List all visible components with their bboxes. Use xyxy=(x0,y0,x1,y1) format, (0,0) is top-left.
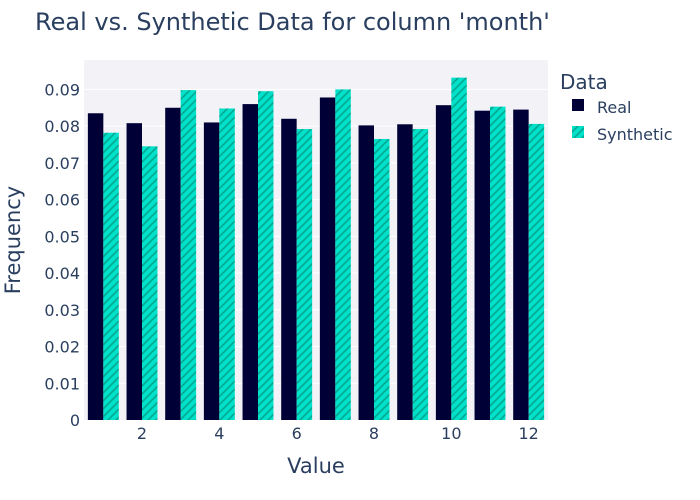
y-axis-ticks: 0 0.01 0.02 0.03 0.04 0.05 0.06 0.07 0.08 0.09 xyxy=(44,80,80,430)
bar-real-10 xyxy=(435,105,452,421)
bar-real-2 xyxy=(126,123,142,421)
y-tick-label: 0.02 xyxy=(44,338,80,357)
y-tick-label: 0.06 xyxy=(44,191,80,210)
x-tick-label: 10 xyxy=(441,424,461,443)
legend-swatch-real xyxy=(572,99,584,111)
bar-synthetic-3 xyxy=(180,90,197,421)
bar-synthetic-4 xyxy=(219,108,235,420)
legend: Data Real Synthetic xyxy=(560,70,673,144)
x-tick-label: 12 xyxy=(518,424,538,443)
x-tick-label: 8 xyxy=(369,424,379,443)
bar-real-5 xyxy=(242,104,258,420)
x-axis-ticks: 2 4 6 8 10 12 xyxy=(137,424,539,443)
bar-real-1 xyxy=(87,113,104,420)
y-tick-label: 0.01 xyxy=(44,374,80,393)
legend-label-real: Real xyxy=(597,98,632,117)
bar-real-9 xyxy=(397,124,413,421)
chart-title: Real vs. Synthetic Data for column 'mont… xyxy=(35,8,550,36)
bar-synthetic-2 xyxy=(142,146,158,420)
legend-swatch-synthetic xyxy=(572,126,584,138)
gridlines xyxy=(84,88,548,384)
bar-real-4 xyxy=(203,122,220,421)
bar-synthetic-7 xyxy=(335,89,351,420)
y-tick-label: 0.04 xyxy=(44,264,80,283)
bar-synthetic-8 xyxy=(374,138,390,420)
bar-synthetic-10 xyxy=(451,77,467,420)
y-axis-title: Frequency xyxy=(1,186,25,295)
bar-real-8 xyxy=(358,125,374,420)
x-tick-label: 2 xyxy=(137,424,147,443)
y-tick-label: 0.08 xyxy=(44,117,80,136)
bar-real-6 xyxy=(281,118,297,420)
bars xyxy=(87,77,545,421)
y-tick-label: 0.05 xyxy=(44,227,80,246)
x-axis-title: Value xyxy=(287,454,345,478)
legend-label-synthetic: Synthetic xyxy=(597,125,673,144)
y-tick-label: 0.03 xyxy=(44,301,80,320)
bar-real-3 xyxy=(165,107,181,421)
x-tick-label: 6 xyxy=(292,424,302,443)
x-tick-label: 4 xyxy=(214,424,224,443)
y-tick-label: 0.09 xyxy=(44,80,80,99)
legend-title: Data xyxy=(560,70,608,94)
bar-synthetic-11 xyxy=(490,106,506,420)
bar-real-12 xyxy=(513,109,529,421)
bar-synthetic-6 xyxy=(296,129,313,420)
y-tick-label: 0.07 xyxy=(44,154,80,173)
bar-real-7 xyxy=(319,97,336,420)
bar-real-11 xyxy=(474,110,490,420)
bar-synthetic-1 xyxy=(103,132,119,421)
y-tick-label: 0 xyxy=(70,411,80,430)
plot-area xyxy=(84,60,548,420)
bar-synthetic-12 xyxy=(528,123,545,420)
bar-synthetic-5 xyxy=(258,91,274,420)
bar-synthetic-9 xyxy=(412,129,429,420)
